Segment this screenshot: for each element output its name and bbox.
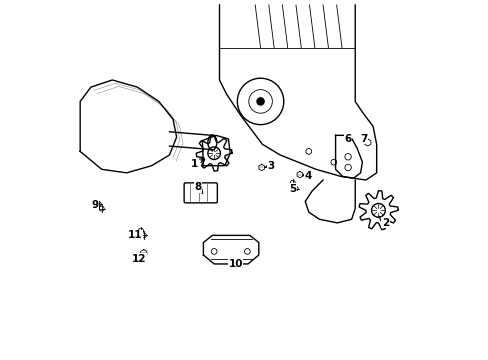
Text: 6: 6 bbox=[344, 134, 351, 144]
Circle shape bbox=[257, 98, 264, 105]
Text: 10: 10 bbox=[228, 259, 243, 269]
Text: 12: 12 bbox=[132, 253, 146, 264]
Text: 3: 3 bbox=[264, 161, 274, 171]
Text: 4: 4 bbox=[302, 171, 311, 181]
Text: 1: 1 bbox=[190, 159, 203, 169]
Text: 7: 7 bbox=[360, 134, 367, 144]
Text: 2: 2 bbox=[378, 216, 388, 228]
Text: 9: 9 bbox=[91, 200, 99, 210]
Text: 5: 5 bbox=[288, 184, 296, 194]
Text: 8: 8 bbox=[194, 182, 203, 193]
Text: 11: 11 bbox=[128, 230, 142, 240]
